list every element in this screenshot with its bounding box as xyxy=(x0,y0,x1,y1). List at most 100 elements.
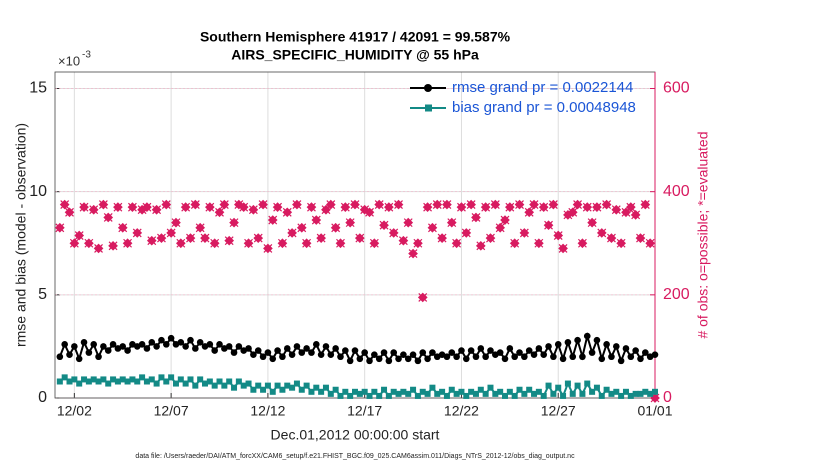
point xyxy=(502,392,508,399)
obs-marker xyxy=(408,248,418,259)
point xyxy=(250,386,257,393)
point xyxy=(472,353,480,361)
point xyxy=(429,384,436,391)
point xyxy=(395,355,402,363)
point xyxy=(134,378,141,385)
point xyxy=(187,336,194,344)
obs-marker xyxy=(480,202,491,212)
point xyxy=(554,341,562,348)
point xyxy=(75,355,83,363)
obs-marker xyxy=(388,228,399,238)
point xyxy=(574,382,581,389)
point xyxy=(124,378,131,385)
point xyxy=(81,376,88,383)
obs-marker xyxy=(413,238,423,249)
point xyxy=(352,388,358,395)
point xyxy=(100,343,107,350)
point xyxy=(114,378,121,385)
y2-tick-label: 200 xyxy=(663,286,690,303)
point xyxy=(375,355,383,363)
obs-marker xyxy=(471,212,481,223)
point xyxy=(593,384,600,391)
obs-marker xyxy=(151,204,162,215)
obs-marker xyxy=(417,292,428,303)
point xyxy=(138,341,146,348)
point xyxy=(555,384,562,391)
point xyxy=(569,390,576,397)
obs-marker xyxy=(524,207,535,218)
point xyxy=(429,349,436,356)
point xyxy=(284,382,291,389)
x-tick-label: 12/07 xyxy=(154,403,189,419)
obs-marker xyxy=(509,238,520,249)
point xyxy=(71,343,78,350)
point xyxy=(56,378,63,385)
point xyxy=(622,345,630,352)
point xyxy=(371,351,378,358)
point xyxy=(622,388,629,395)
point xyxy=(148,338,156,346)
point xyxy=(119,343,127,350)
point xyxy=(525,347,533,354)
x-tick-label: 12/12 xyxy=(250,403,285,419)
point xyxy=(584,380,591,387)
obs-marker xyxy=(596,228,607,238)
point xyxy=(559,355,567,363)
point xyxy=(192,345,199,352)
point xyxy=(76,380,83,387)
point xyxy=(318,388,325,395)
point xyxy=(400,388,407,395)
point xyxy=(56,353,64,361)
obs-marker xyxy=(461,228,472,238)
point xyxy=(158,374,165,381)
obs-marker xyxy=(500,215,510,225)
x-tick-label: 12/02 xyxy=(57,403,92,419)
y-multiplier: ×10 xyxy=(58,53,80,68)
point xyxy=(468,388,475,395)
point xyxy=(235,378,242,385)
y2-tick-label: 600 xyxy=(663,80,690,97)
point xyxy=(443,392,450,399)
obs-marker xyxy=(403,217,414,228)
point xyxy=(303,382,310,389)
point xyxy=(381,386,388,393)
obs-marker xyxy=(606,233,617,243)
obs-marker xyxy=(113,202,123,212)
obs-marker xyxy=(306,202,317,212)
point xyxy=(477,345,485,352)
point xyxy=(177,338,185,346)
point xyxy=(579,353,586,361)
y-tick-label: 15 xyxy=(29,80,47,97)
point xyxy=(405,390,412,397)
point xyxy=(308,349,315,356)
obs-marker xyxy=(534,238,544,249)
obs-marker xyxy=(582,202,593,212)
point xyxy=(613,388,620,395)
obs-marker xyxy=(587,217,597,228)
obs-marker xyxy=(84,238,94,249)
obs-marker xyxy=(263,243,273,254)
point xyxy=(312,341,320,348)
point xyxy=(143,378,150,385)
point xyxy=(390,388,397,395)
point xyxy=(496,349,504,356)
point xyxy=(501,355,509,363)
point xyxy=(231,384,238,391)
point xyxy=(516,349,523,356)
point xyxy=(603,341,610,348)
obs-marker xyxy=(79,202,89,212)
obs-marker xyxy=(374,199,385,210)
obs-marker xyxy=(592,202,602,212)
obs-marker xyxy=(59,199,70,210)
point xyxy=(487,347,494,354)
point xyxy=(347,392,354,399)
point xyxy=(85,349,93,356)
obs-marker xyxy=(267,215,278,225)
point xyxy=(90,341,98,348)
point xyxy=(651,351,659,358)
obs-marker xyxy=(345,217,356,228)
point xyxy=(361,349,368,356)
point xyxy=(574,336,581,344)
obs-marker xyxy=(219,199,230,210)
